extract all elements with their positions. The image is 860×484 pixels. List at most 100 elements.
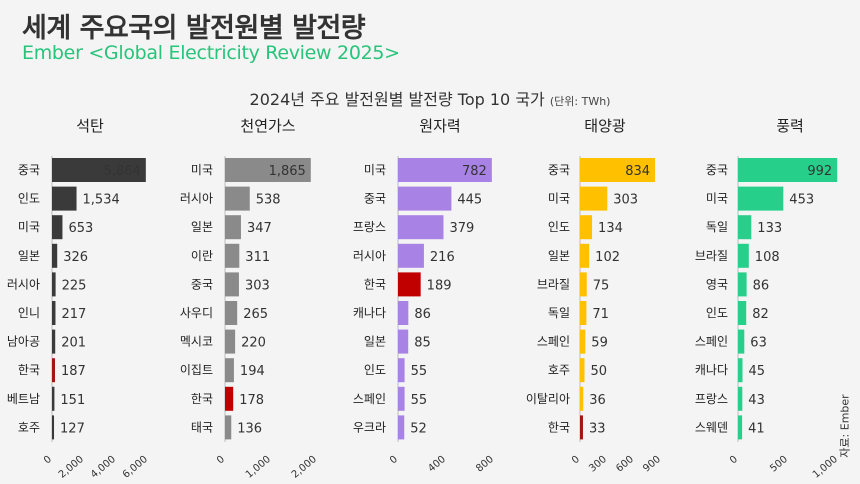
value-label: 782 [462, 164, 487, 179]
category-label: 캐나다 [695, 363, 728, 377]
category-label: 러시아 [7, 277, 40, 291]
value-label: 45 [749, 364, 766, 379]
category-label: 한국 [364, 277, 386, 291]
value-label: 36 [589, 393, 606, 408]
category-label: 호주 [548, 363, 570, 377]
tick-label: 2,000 [290, 454, 319, 481]
bar [398, 186, 452, 211]
value-label: 86 [414, 307, 431, 322]
value-label: 41 [748, 421, 765, 436]
value-label: 108 [755, 250, 780, 265]
category-label: 영국 [706, 277, 728, 291]
bar [738, 272, 747, 297]
category-label: 중국 [18, 163, 40, 177]
tick-label: 400 [426, 454, 448, 475]
category-label: 중국 [548, 163, 570, 177]
bar [580, 186, 608, 211]
category-label: 브라질 [695, 249, 728, 263]
bar [52, 186, 77, 211]
value-label: 303 [613, 193, 638, 208]
value-label: 127 [60, 421, 85, 436]
category-label: 멕시코 [180, 335, 213, 349]
value-label: 82 [752, 307, 769, 322]
bar [580, 415, 583, 440]
value-label: 133 [757, 221, 782, 236]
value-label: 311 [245, 250, 270, 265]
bar [738, 358, 743, 383]
value-label: 1,865 [269, 164, 306, 179]
bar [225, 358, 234, 383]
value-label: 102 [595, 250, 620, 265]
category-label: 인도 [18, 192, 40, 206]
value-label: 265 [243, 307, 268, 322]
bar [225, 215, 241, 240]
bar [398, 329, 409, 354]
tick-label: 300 [587, 454, 609, 475]
value-label: 75 [593, 278, 610, 293]
category-label: 이탈리아 [526, 392, 570, 406]
page-title: 세계 주요국의 발전원별 발전량 [22, 13, 366, 44]
value-label: 834 [625, 164, 650, 179]
category-label: 일본 [364, 335, 386, 349]
tick-label: 1,000 [811, 454, 840, 481]
bar [738, 329, 745, 354]
tick-label: 0 [388, 454, 400, 467]
bar [225, 301, 238, 325]
value-label: 5,864 [104, 164, 141, 179]
category-label: 태국 [191, 420, 213, 434]
bar [580, 243, 590, 268]
category-label: 브라질 [537, 277, 570, 291]
page-subtitle: Ember <Global Electricity Review 2025> [22, 42, 400, 64]
category-label: 독일 [548, 306, 570, 320]
tick-label: 0 [42, 454, 54, 467]
bar [580, 329, 586, 354]
value-label: 63 [750, 336, 767, 351]
category-label: 미국 [191, 163, 213, 177]
bar [580, 158, 656, 182]
tick-label: 2,000 [57, 454, 86, 481]
value-label: 347 [247, 221, 272, 236]
category-label: 프랑스 [353, 220, 386, 234]
category-label: 중국 [364, 192, 386, 206]
bar [398, 301, 409, 325]
value-label: 50 [591, 364, 608, 379]
bar [52, 158, 146, 182]
value-label: 178 [239, 393, 264, 408]
bar [738, 415, 743, 440]
category-label: 캐나다 [353, 306, 386, 320]
bar [225, 329, 236, 354]
value-label: 225 [62, 278, 87, 293]
bar [398, 272, 421, 297]
category-label: 일본 [548, 249, 570, 263]
bar [580, 272, 587, 297]
tick-label: 800 [474, 454, 496, 475]
category-label: 한국 [18, 363, 40, 377]
value-label: 453 [789, 193, 814, 208]
category-label: 한국 [191, 392, 213, 406]
category-label: 러시아 [180, 192, 213, 206]
value-label: 85 [414, 336, 431, 351]
bar [52, 215, 63, 240]
category-label: 우크라 [353, 420, 386, 434]
category-label: 프랑스 [695, 392, 728, 406]
category-label: 스웨덴 [695, 420, 728, 434]
value-label: 187 [61, 364, 86, 379]
category-label: 미국 [706, 192, 728, 206]
category-label: 이집트 [180, 363, 213, 377]
value-label: 1,534 [83, 193, 120, 208]
value-label: 59 [591, 336, 608, 351]
value-label: 216 [430, 250, 455, 265]
tick-label: 6,000 [121, 454, 150, 481]
panel-title: 석탄 [76, 117, 104, 135]
bar [738, 215, 752, 240]
bar [580, 358, 585, 383]
category-label: 남아공 [7, 335, 40, 349]
value-label: 55 [411, 393, 428, 408]
value-label: 326 [63, 250, 88, 265]
tick-label: 900 [641, 454, 663, 475]
bar [398, 158, 492, 182]
value-label: 189 [427, 278, 452, 293]
category-label: 미국 [18, 220, 40, 234]
value-label: 379 [449, 221, 474, 236]
